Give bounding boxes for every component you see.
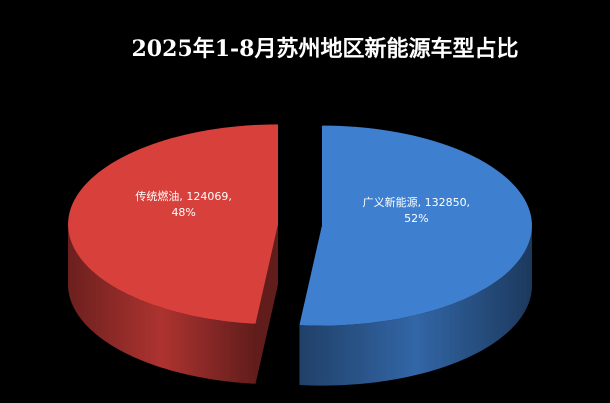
chart-title: 2025年1-8月苏州地区新能源车型占比 xyxy=(132,36,519,62)
slice-group: 传统燃油, 124069, 48% xyxy=(68,124,279,384)
slice-side xyxy=(299,225,532,386)
label-line: 广义新能源, 132850, xyxy=(363,195,470,209)
slice-group: 广义新能源, 132850, 52% xyxy=(299,125,532,386)
label-line: 传统燃油, 124069, xyxy=(135,189,231,203)
data-label: 广义新能源, 132850, 52% xyxy=(363,195,470,225)
slice-side xyxy=(68,224,256,384)
label-line: 48% xyxy=(171,206,195,219)
data-label: 传统燃油, 124069, 48% xyxy=(135,189,231,219)
pie-slice xyxy=(299,125,532,326)
pie-slice xyxy=(68,124,279,324)
label-line: 52% xyxy=(404,212,428,225)
slice-face xyxy=(255,224,279,384)
